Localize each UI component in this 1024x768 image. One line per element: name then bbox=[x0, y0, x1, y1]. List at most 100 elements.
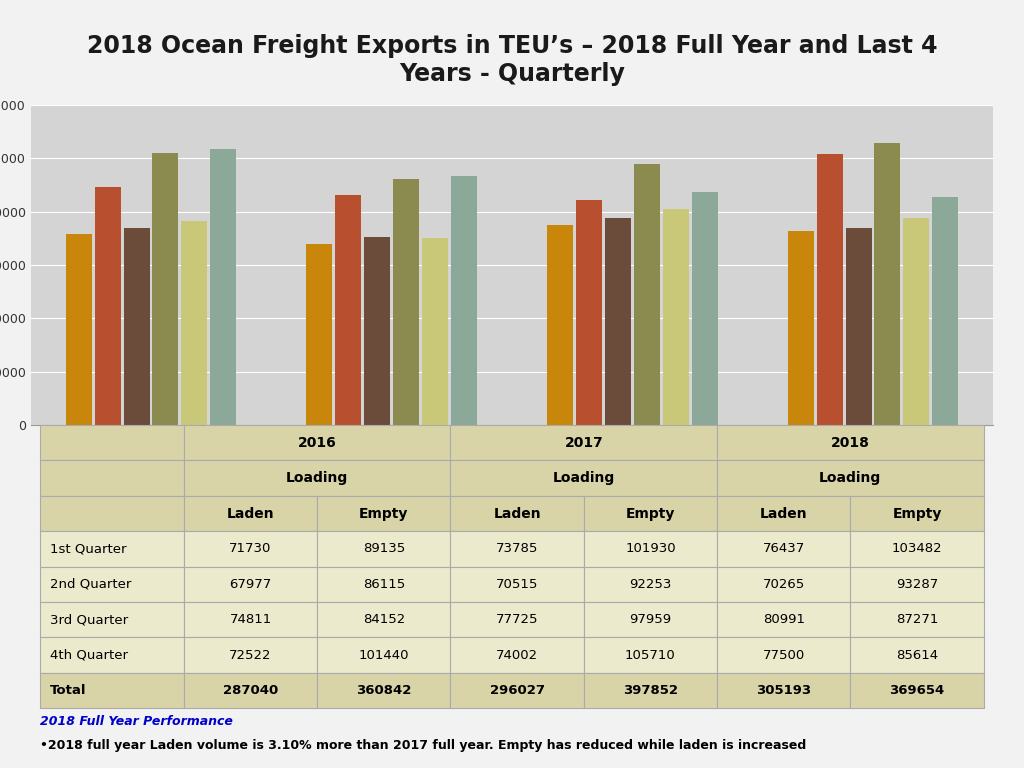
Bar bbox=[336, 195, 361, 425]
Bar bbox=[451, 673, 584, 708]
Bar bbox=[874, 143, 900, 425]
Bar bbox=[153, 153, 178, 425]
Text: 77725: 77725 bbox=[496, 613, 539, 626]
Text: 369654: 369654 bbox=[890, 684, 944, 697]
Bar bbox=[850, 496, 984, 531]
Text: 305193: 305193 bbox=[756, 684, 811, 697]
Bar bbox=[691, 192, 718, 425]
Bar bbox=[605, 217, 631, 425]
Bar bbox=[850, 531, 984, 567]
Text: Loading: Loading bbox=[553, 471, 614, 485]
Text: 101440: 101440 bbox=[358, 649, 409, 661]
Bar bbox=[451, 531, 584, 567]
Text: 86115: 86115 bbox=[362, 578, 404, 591]
Text: Laden: Laden bbox=[760, 507, 808, 521]
Text: 70265: 70265 bbox=[763, 578, 805, 591]
Text: 97959: 97959 bbox=[630, 613, 672, 626]
Bar bbox=[717, 673, 850, 708]
Bar bbox=[584, 673, 717, 708]
Text: 85614: 85614 bbox=[896, 649, 938, 661]
Bar bbox=[717, 531, 850, 567]
Bar bbox=[547, 225, 573, 425]
Text: 3rd Quarter: 3rd Quarter bbox=[50, 613, 128, 626]
Bar bbox=[451, 637, 584, 673]
Bar bbox=[184, 461, 451, 496]
Bar bbox=[451, 176, 477, 425]
Bar bbox=[850, 602, 984, 637]
Text: 2nd Quarter: 2nd Quarter bbox=[50, 578, 131, 591]
Bar bbox=[850, 567, 984, 602]
Bar bbox=[40, 461, 184, 496]
Bar bbox=[584, 637, 717, 673]
Text: 71730: 71730 bbox=[229, 542, 271, 555]
Text: 2018: 2018 bbox=[830, 435, 869, 450]
Bar bbox=[317, 637, 451, 673]
Text: 77500: 77500 bbox=[763, 649, 805, 661]
Bar bbox=[40, 602, 184, 637]
Bar bbox=[717, 461, 984, 496]
Bar bbox=[584, 496, 717, 531]
Bar bbox=[717, 496, 850, 531]
Text: 67977: 67977 bbox=[229, 578, 271, 591]
Bar bbox=[317, 602, 451, 637]
Bar bbox=[124, 228, 150, 425]
Text: 4th Quarter: 4th Quarter bbox=[50, 649, 128, 661]
Bar bbox=[577, 200, 602, 425]
Text: 87271: 87271 bbox=[896, 613, 938, 626]
Text: 73785: 73785 bbox=[496, 542, 539, 555]
Text: Empty: Empty bbox=[626, 507, 675, 521]
Bar bbox=[422, 237, 447, 425]
Text: 89135: 89135 bbox=[362, 542, 404, 555]
Bar bbox=[903, 218, 929, 425]
Text: 92253: 92253 bbox=[629, 578, 672, 591]
Text: 2017: 2017 bbox=[564, 435, 603, 450]
Bar bbox=[817, 154, 843, 425]
Bar bbox=[66, 233, 92, 425]
Text: •2018 full year Laden volume is 3.10% more than 2017 full year. Empty has reduce: •2018 full year Laden volume is 3.10% mo… bbox=[40, 740, 807, 752]
Bar bbox=[365, 237, 390, 425]
Bar bbox=[663, 209, 688, 425]
Text: 2018 Ocean Freight Exports in TEU’s – 2018 Full Year and Last 4
Years - Quarterl: 2018 Ocean Freight Exports in TEU’s – 20… bbox=[87, 34, 937, 86]
Text: 76437: 76437 bbox=[763, 542, 805, 555]
Text: Empty: Empty bbox=[892, 507, 942, 521]
Bar bbox=[850, 673, 984, 708]
Text: 70515: 70515 bbox=[496, 578, 539, 591]
Text: Total: Total bbox=[50, 684, 86, 697]
Bar bbox=[584, 567, 717, 602]
Bar bbox=[95, 187, 121, 425]
Bar bbox=[184, 602, 317, 637]
Text: 103482: 103482 bbox=[892, 542, 942, 555]
Text: 2018 Full Year Performance: 2018 Full Year Performance bbox=[40, 715, 233, 728]
Bar bbox=[40, 531, 184, 567]
Text: 74811: 74811 bbox=[229, 613, 271, 626]
Bar bbox=[717, 602, 850, 637]
Bar bbox=[717, 637, 850, 673]
Bar bbox=[787, 231, 814, 425]
Bar bbox=[584, 531, 717, 567]
Text: 105710: 105710 bbox=[625, 649, 676, 661]
Bar bbox=[451, 602, 584, 637]
Bar bbox=[40, 425, 184, 461]
Bar bbox=[451, 425, 717, 461]
Text: 360842: 360842 bbox=[356, 684, 412, 697]
Text: Loading: Loading bbox=[286, 471, 348, 485]
Bar bbox=[717, 567, 850, 602]
Bar bbox=[717, 425, 984, 461]
Bar bbox=[184, 425, 451, 461]
Bar bbox=[317, 567, 451, 602]
Bar bbox=[40, 673, 184, 708]
Text: 84152: 84152 bbox=[362, 613, 404, 626]
Bar bbox=[850, 637, 984, 673]
Text: 287040: 287040 bbox=[223, 684, 279, 697]
Bar bbox=[846, 227, 871, 425]
Text: 74002: 74002 bbox=[496, 649, 539, 661]
Bar bbox=[932, 197, 958, 425]
Text: 80991: 80991 bbox=[763, 613, 805, 626]
Text: 101930: 101930 bbox=[625, 542, 676, 555]
Bar bbox=[40, 567, 184, 602]
Bar bbox=[184, 673, 317, 708]
Text: 397852: 397852 bbox=[623, 684, 678, 697]
Bar bbox=[184, 531, 317, 567]
Legend: 2016 Loading Laden, 2016 Loading Empty, 2017 Loading Laden, 2017 Loading Empty, : 2016 Loading Laden, 2016 Loading Empty, … bbox=[103, 454, 921, 475]
Bar bbox=[40, 496, 184, 531]
